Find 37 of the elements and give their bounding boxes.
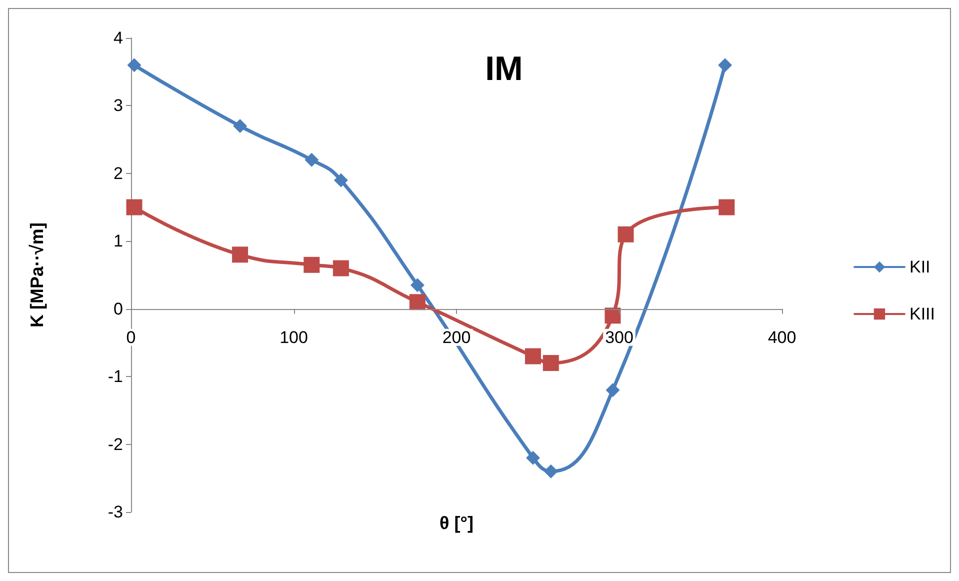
point <box>618 226 634 242</box>
point <box>542 355 559 372</box>
point <box>718 199 735 216</box>
point <box>126 199 142 216</box>
point <box>524 348 541 364</box>
y-tick-label: -1 <box>108 367 123 386</box>
x-tick-label: 0 <box>126 328 136 347</box>
point <box>127 58 142 72</box>
legend-label: KII <box>909 258 930 276</box>
legend-label: KIII <box>909 304 936 324</box>
x-tick-label: 100 <box>280 328 308 347</box>
chart-title: IM <box>485 50 523 88</box>
point <box>606 383 620 398</box>
point <box>233 119 248 134</box>
point <box>526 450 540 465</box>
point <box>304 256 320 273</box>
x-axis-title: θ [°] <box>440 512 474 533</box>
x-tick-label: 400 <box>768 328 796 347</box>
x-tick-label: 200 <box>442 328 471 347</box>
point <box>604 308 621 324</box>
point <box>409 294 426 310</box>
y-tick-label: 1 <box>114 232 123 251</box>
x-tick-label: 300 <box>605 328 634 347</box>
point <box>334 173 348 188</box>
point <box>544 464 558 478</box>
y-tick-label: -3 <box>108 502 123 522</box>
point <box>232 246 248 263</box>
y-tick-label: 0 <box>114 299 123 318</box>
point <box>410 278 424 292</box>
y-tick-label: 2 <box>114 164 123 183</box>
point <box>332 260 349 276</box>
y-tick-label: -2 <box>108 434 123 454</box>
point <box>304 152 319 167</box>
y-axis-title: K [MPa··√m] <box>27 222 47 328</box>
y-tick-label: 3 <box>114 96 123 116</box>
point <box>718 58 732 72</box>
y-tick-label: 4 <box>114 28 123 48</box>
